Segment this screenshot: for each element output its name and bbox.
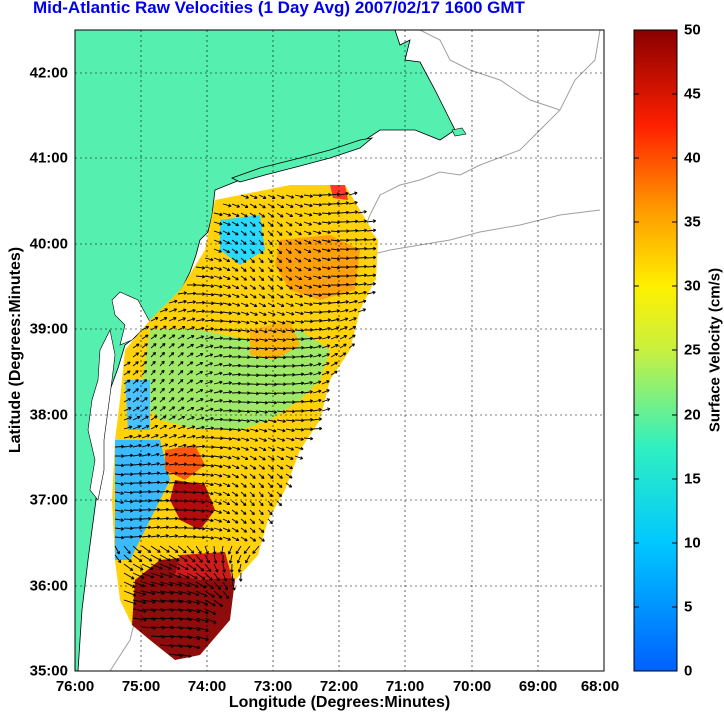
nantucket xyxy=(451,127,467,137)
x-tick: 68:00 xyxy=(580,678,620,695)
velocity-arrow-set xyxy=(114,191,377,658)
map-title: Mid-Atlantic Raw Velocities (1 Day Avg) … xyxy=(33,0,525,17)
y-tick: 40:00 xyxy=(29,235,68,253)
colorbar-label: Surface Velocity (cm/s) xyxy=(706,267,724,433)
delaware-bay xyxy=(111,291,151,346)
x-tick: 71:00 xyxy=(385,678,425,695)
colorbar-tick: 0 xyxy=(684,662,693,680)
y-tick: 37:00 xyxy=(29,491,68,509)
colorbar-tick: 25 xyxy=(684,341,701,359)
x-axis-label: Longitude (Degrees:Minutes) xyxy=(228,694,451,711)
velocity-arrows xyxy=(114,191,377,658)
plot-frame xyxy=(74,29,605,672)
y-tick: 41:00 xyxy=(29,149,68,167)
colorbar xyxy=(633,29,678,672)
map-grid xyxy=(75,30,604,671)
long-island xyxy=(230,137,374,183)
land-mass xyxy=(75,30,456,671)
colorbar-ticks xyxy=(634,93,677,608)
colorbar-tick: 50 xyxy=(684,21,701,39)
colorbar-tick: 15 xyxy=(684,470,701,488)
x-tick: 73:00 xyxy=(253,678,293,695)
colorbar-tick: 30 xyxy=(684,277,701,295)
colorbar-tick: 45 xyxy=(684,85,701,103)
y-axis-label: Latitude (Degrees:Minutes) xyxy=(7,246,24,454)
colorbar-tick: 40 xyxy=(684,149,701,167)
y-tick: 39:00 xyxy=(29,320,68,338)
colorbar-tick: 35 xyxy=(684,213,701,231)
y-tick: 35:00 xyxy=(29,662,68,680)
x-tick: 70:00 xyxy=(452,678,492,695)
x-tick: 76:00 xyxy=(55,678,95,695)
x-tick: 72:00 xyxy=(319,678,359,695)
y-tick: 36:00 xyxy=(29,577,68,595)
x-tick: 69:00 xyxy=(518,678,558,695)
x-tick: 74:00 xyxy=(187,678,227,695)
colorbar-tick: 20 xyxy=(684,406,701,424)
x-tick: 75:00 xyxy=(121,678,161,695)
colorbar-tick: 5 xyxy=(684,598,693,616)
colorbar-tick: 10 xyxy=(684,534,701,552)
y-tick: 42:00 xyxy=(29,64,68,82)
y-tick: 38:00 xyxy=(29,406,68,424)
